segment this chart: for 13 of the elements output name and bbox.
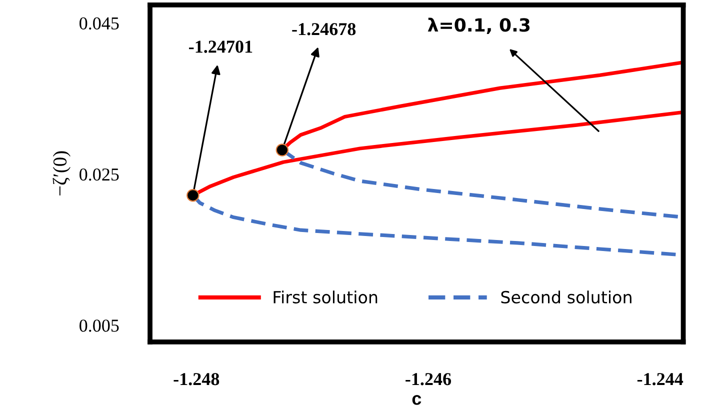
- y-tick-label: 0.025: [80, 168, 119, 181]
- x-tick-label: -1.248: [174, 373, 220, 386]
- x-tick-label: -1.244: [637, 373, 684, 386]
- legend-label: First solution: [274, 290, 378, 304]
- y-axis-title: −ζ′(0): [52, 151, 71, 196]
- legend-label: Second solution: [501, 290, 632, 304]
- x-tick-label: -1.246: [406, 373, 452, 386]
- x-axis-title: c: [412, 395, 422, 405]
- annotation: -1.24678: [292, 23, 356, 36]
- y-tick-label: 0.005: [80, 320, 119, 332]
- annotation: -1.24701: [189, 40, 252, 53]
- y-tick-label: 0.045: [80, 17, 119, 30]
- annotation: λ=0.1, 0.3: [428, 18, 530, 34]
